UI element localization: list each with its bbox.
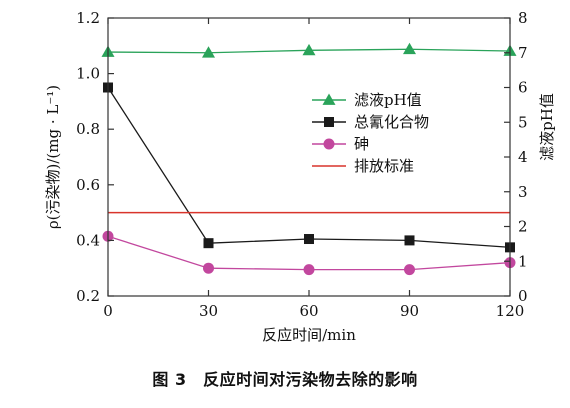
data-point-0 <box>403 42 416 55</box>
x-axis-title: 反应时间/min <box>262 326 356 344</box>
data-point-2 <box>203 262 214 274</box>
legend-swatch-marker <box>324 117 334 127</box>
y2-tick-label: 4 <box>518 148 528 166</box>
legend-label: 砷 <box>354 135 369 153</box>
y2-tick-label: 0 <box>518 287 528 305</box>
y2-tick-label: 6 <box>518 79 528 97</box>
data-point-1 <box>203 238 214 249</box>
y-axis-title: ρ(污染物)/(mg · L⁻¹) <box>44 85 62 229</box>
y-tick-label: 0.8 <box>76 120 100 138</box>
y-tick-label: 0.2 <box>76 287 100 305</box>
y-tick-label: 0.4 <box>76 231 100 249</box>
chart: 0 30 60 90 120 0.2 0.4 0.6 0.8 1.0 1.2 0 1 2 3 4 5 6 7 8 滤液… <box>44 9 556 344</box>
legend-label: 总氰化合物 <box>354 113 429 131</box>
plot-frame <box>107 17 511 297</box>
y2-tick-label: 5 <box>518 113 528 131</box>
y2-tick-label: 2 <box>518 218 528 236</box>
legend-label: 滤液pH值 <box>354 91 422 109</box>
series-line-1 <box>107 87 511 248</box>
data-point-1 <box>404 235 415 246</box>
legend-label: 排放标准 <box>354 157 414 175</box>
x-tick-label: 120 <box>496 302 525 320</box>
data-point-0 <box>302 43 316 56</box>
x-tick-label: 60 <box>299 302 318 320</box>
data-point-0 <box>202 46 215 58</box>
data-point-2 <box>303 264 315 276</box>
data-point-2 <box>404 264 415 276</box>
y-tick-label: 0.6 <box>76 176 100 194</box>
data-point-1 <box>304 234 314 245</box>
figure-caption: 图 3 反应时间对污染物去除的影响 <box>152 370 418 389</box>
y2-tick-label: 8 <box>518 9 528 27</box>
y-tick-label: 1.2 <box>76 9 100 27</box>
y2-tick-label: 1 <box>518 252 528 270</box>
x-tick-label: 0 <box>103 302 113 320</box>
x-tick-label: 30 <box>199 302 218 320</box>
legend-swatch-marker <box>322 93 336 105</box>
legend-swatch-marker <box>323 138 335 150</box>
x-tick-label: 90 <box>400 302 419 320</box>
y2-axis-title: 滤液pH值 <box>538 93 556 161</box>
y2-tick-label: 7 <box>518 44 528 62</box>
y-tick-label: 1.0 <box>76 65 100 83</box>
y2-tick-label: 3 <box>518 183 528 201</box>
